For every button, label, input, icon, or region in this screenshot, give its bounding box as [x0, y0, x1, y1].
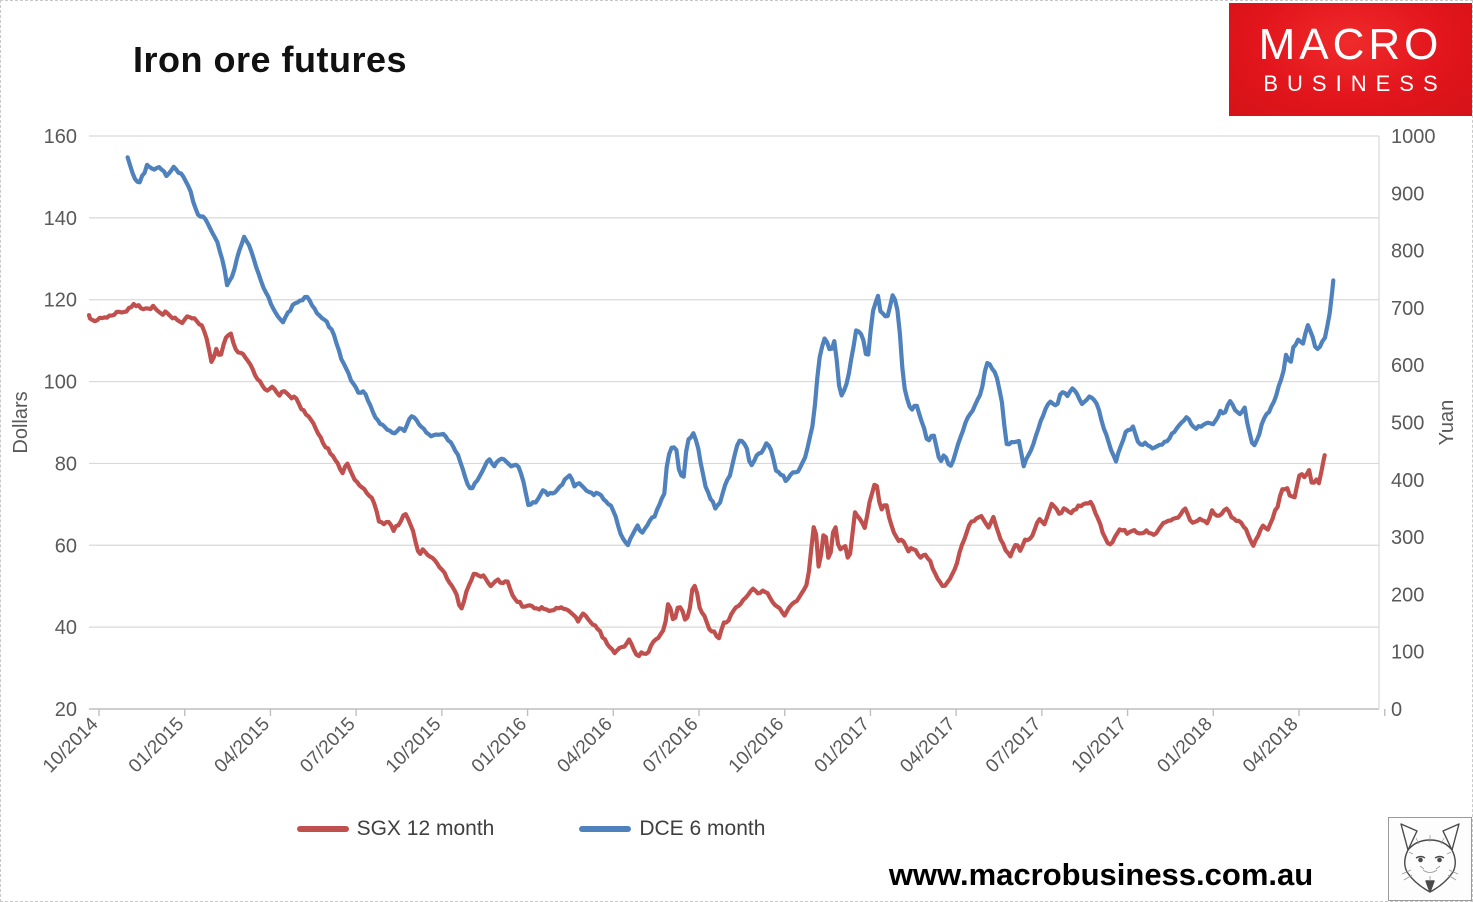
macrobusiness-logo: MACRO BUSINESS [1229, 3, 1472, 116]
x-axis-label: 01/2018 [1153, 714, 1216, 777]
x-axis-label: 10/2014 [39, 713, 103, 777]
y-left-label: 100 [44, 372, 77, 394]
y-left-label: 120 [44, 290, 77, 312]
x-axis-label: 10/2015 [382, 714, 445, 777]
x-axis-label: 04/2017 [896, 714, 959, 777]
y-left-axis-title: Dollars [10, 391, 32, 453]
x-axis-label: 01/2016 [468, 714, 531, 777]
y-left-label: 60 [55, 535, 77, 557]
y-right-label: 0 [1391, 699, 1402, 721]
legend-label: SGX 12 month [356, 817, 495, 840]
x-axis-label: 01/2017 [811, 714, 874, 777]
y-left-label: 160 [44, 126, 77, 148]
y-right-label: 200 [1391, 584, 1424, 606]
x-axis-label: 04/2016 [553, 714, 616, 777]
y-right-label: 300 [1391, 527, 1424, 549]
y-right-label: 1000 [1391, 126, 1436, 148]
series-line-sgx-12-month [86, 301, 1327, 659]
y-right-label: 500 [1391, 413, 1424, 435]
y-right-label: 100 [1391, 642, 1424, 664]
legend-marker [296, 826, 349, 832]
y-right-label: 400 [1391, 470, 1424, 492]
fox-sketch-icon [1400, 823, 1460, 893]
legend-item-dce[interactable]: DCE 6 month [579, 817, 765, 841]
y-right-label: 800 [1391, 241, 1424, 263]
y-left-label: 80 [55, 453, 77, 475]
logo-line1: MACRO [1258, 20, 1443, 70]
y-right-axis-title: Yuan [1436, 400, 1458, 446]
x-axis-label: 01/2015 [125, 714, 188, 777]
x-axis-label: 07/2017 [982, 714, 1045, 777]
x-axis-label: 04/2015 [211, 714, 274, 777]
y-left-label: 40 [55, 617, 77, 639]
x-axis-label: 07/2015 [296, 714, 359, 777]
chart-legend: SGX 12 month DCE 6 month [1, 817, 1061, 841]
y-left-label: 140 [44, 208, 77, 230]
x-axis-label: 10/2016 [725, 714, 788, 777]
y-right-label: 600 [1391, 355, 1424, 377]
y-right-label: 900 [1391, 183, 1424, 205]
legend-item-sgx[interactable]: SGX 12 month [296, 817, 495, 841]
fox-logo [1388, 817, 1472, 901]
footer-url[interactable]: www.macrobusiness.com.au [888, 857, 1314, 892]
y-left-label: 20 [55, 699, 77, 721]
series-line-dce-6-month [125, 155, 1336, 548]
x-axis-label: 04/2018 [1239, 714, 1302, 777]
x-axis-label: 10/2017 [1068, 714, 1131, 777]
y-right-label: 700 [1391, 298, 1424, 320]
logo-line2: BUSINESS [1263, 70, 1447, 96]
chart-title: Iron ore futures [133, 39, 408, 80]
legend-label: DCE 6 month [639, 817, 766, 840]
x-axis-label: 07/2016 [639, 714, 702, 777]
legend-marker [579, 826, 632, 832]
